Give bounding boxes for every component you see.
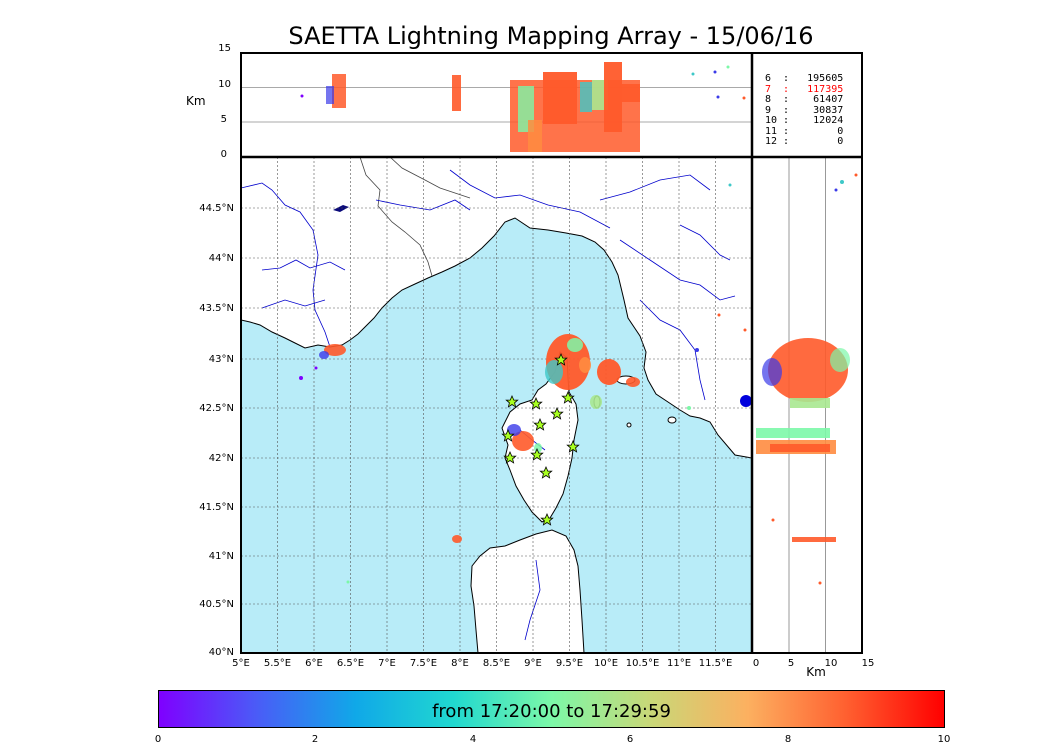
corsica-island xyxy=(501,351,579,523)
colorbar-tick: 2 xyxy=(311,734,319,745)
lat-tick: 43°N xyxy=(209,354,234,365)
pianosa-island xyxy=(626,422,632,428)
top-y-tick-10: 10 xyxy=(218,79,231,90)
right-x-tick-10: 10 xyxy=(825,658,838,669)
lat-tick: 40°N xyxy=(209,647,234,658)
right-x-tick-0: 0 xyxy=(753,658,759,669)
top-altitude-panel[interactable] xyxy=(241,53,752,157)
rivers xyxy=(241,169,736,641)
map-lat-axis: 44.5°N 44°N 43.5°N 43°N 42.5°N 42°N 41.5… xyxy=(199,203,234,658)
lat-tick: 43.5°N xyxy=(199,303,234,314)
legend-row: 6 : 195605 xyxy=(765,73,844,84)
lat-tick: 40.5°N xyxy=(199,599,234,610)
lat-tick: 42°N xyxy=(209,453,234,464)
map-lon-axis: 5°E 5.5°E 6°E 6.5°E 7°E 7.5°E 8°E 8.5°E … xyxy=(232,658,732,669)
lake-bolsena xyxy=(740,395,752,407)
top-y-tick-0: 0 xyxy=(221,149,227,160)
lon-tick: 9°E xyxy=(524,658,542,669)
top-y-unit-label: Km xyxy=(186,94,206,108)
lon-tick: 11.5°E xyxy=(699,658,733,669)
time-colorbar: from 17:20:00 to 17:29:59 xyxy=(158,690,945,728)
legend-row-highlight: 7 : 117395 xyxy=(765,83,844,95)
legend-row: 10 : 12024 xyxy=(765,115,844,126)
lat-tick: 44.5°N xyxy=(199,203,234,214)
lake-geneva xyxy=(333,205,349,212)
chart-title: SAETTA Lightning Mapping Array - 15/06/1… xyxy=(288,22,814,50)
border-france-italy xyxy=(359,157,433,277)
colorbar-tick: 8 xyxy=(784,734,792,745)
lon-tick: 8.5°E xyxy=(483,658,510,669)
colorbar-caption: from 17:20:00 to 17:29:59 xyxy=(432,701,671,722)
legend-row: 11 : 0 xyxy=(765,125,844,137)
lon-tick: 7.5°E xyxy=(410,658,437,669)
colorbar-tick: 4 xyxy=(469,734,477,745)
lat-tick: 41°N xyxy=(209,551,234,562)
lon-tick: 10.5°E xyxy=(626,658,660,669)
top-y-tick-5: 5 xyxy=(221,114,227,125)
right-panel-x-axis: 0 5 10 15 Km xyxy=(753,658,875,679)
right-x-tick-5: 5 xyxy=(788,658,794,669)
right-x-unit-label: Km xyxy=(806,665,826,679)
lat-tick: 42.5°N xyxy=(199,403,234,414)
border-switzerland xyxy=(389,157,471,199)
lon-tick: 6°E xyxy=(305,658,323,669)
colorbar-tick: 6 xyxy=(626,734,634,745)
lon-tick: 11°E xyxy=(667,658,691,669)
lon-tick: 9.5°E xyxy=(556,658,583,669)
right-x-tick-15: 15 xyxy=(862,658,875,669)
mainland-coast xyxy=(241,157,752,459)
lat-tick: 41.5°N xyxy=(199,502,234,513)
lon-tick: 7°E xyxy=(378,658,396,669)
lat-tick: 44°N xyxy=(209,253,234,264)
right-altitude-panel[interactable] xyxy=(752,157,862,653)
legend-row: 12 : 0 xyxy=(765,136,844,147)
map-panel[interactable] xyxy=(241,157,752,653)
top-panel-y-axis: 15 10 5 0 Km xyxy=(186,43,231,160)
lon-tick: 6.5°E xyxy=(337,658,364,669)
lon-tick: 8°E xyxy=(451,658,469,669)
colorbar-tick: 10 xyxy=(937,734,951,745)
station-markers xyxy=(501,353,580,526)
source-count-legend: 6 : 195605 7 : 117395 8 : 61407 9 : 3083… xyxy=(757,73,857,148)
legend-row: 9 : 30837 xyxy=(765,104,844,116)
giglio-island xyxy=(667,416,677,424)
legend-row: 8 : 61407 xyxy=(765,94,844,105)
map-gridlines xyxy=(241,157,752,653)
lon-tick: 10°E xyxy=(594,658,618,669)
sardinia-island xyxy=(470,529,585,653)
colorbar-tick: 0 xyxy=(154,734,162,745)
lon-tick: 5.5°E xyxy=(264,658,291,669)
top-y-tick-15: 15 xyxy=(218,43,231,54)
lon-tick: 5°E xyxy=(232,658,250,669)
figure-frame xyxy=(240,52,863,654)
lightning-sources-map xyxy=(299,183,747,584)
